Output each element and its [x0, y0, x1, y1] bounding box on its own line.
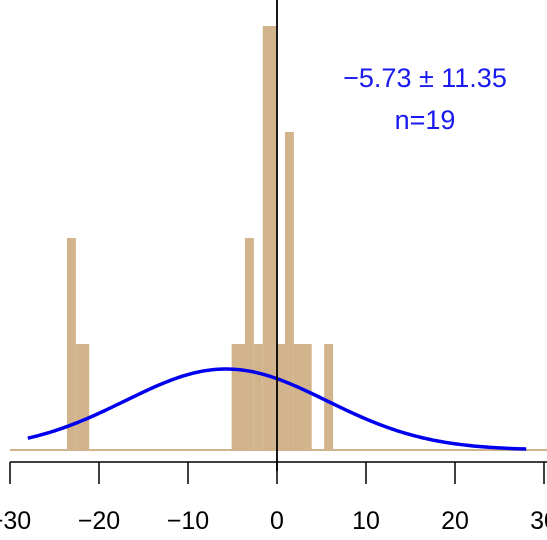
x-axis-tick-label: 10: [352, 507, 380, 535]
x-axis-tick-label: 30: [530, 507, 547, 535]
histogram-bar: [253, 344, 263, 450]
x-axis-tick-label: −30: [0, 507, 31, 535]
histogram-bar: [244, 238, 254, 450]
histogram-bar: [262, 26, 277, 450]
histogram-bar: [293, 344, 312, 450]
x-axis-tick-label: 0: [270, 507, 284, 535]
mean-sd-annotation: −5.73 ± 11.35: [343, 63, 507, 93]
x-axis-tick-label: −20: [78, 507, 120, 535]
histogram-bar: [66, 238, 76, 450]
histogram-bar: [75, 344, 90, 450]
histogram-bars: [66, 26, 334, 450]
x-axis-ticks: [9, 462, 545, 484]
histogram-bar: [231, 344, 245, 450]
histogram-bar: [276, 344, 286, 450]
sample-size-annotation: n=19: [395, 105, 456, 135]
x-axis-tick-labels: −30 −20 −10 0 10 20 30: [0, 507, 547, 535]
x-axis: −30 −20 −10 0 10 20 30: [0, 461, 547, 535]
x-axis-tick-label: −10: [167, 507, 209, 535]
x-axis-tick-label: 20: [441, 507, 469, 535]
histogram-bar: [324, 344, 334, 450]
histogram-bar: [285, 132, 294, 450]
